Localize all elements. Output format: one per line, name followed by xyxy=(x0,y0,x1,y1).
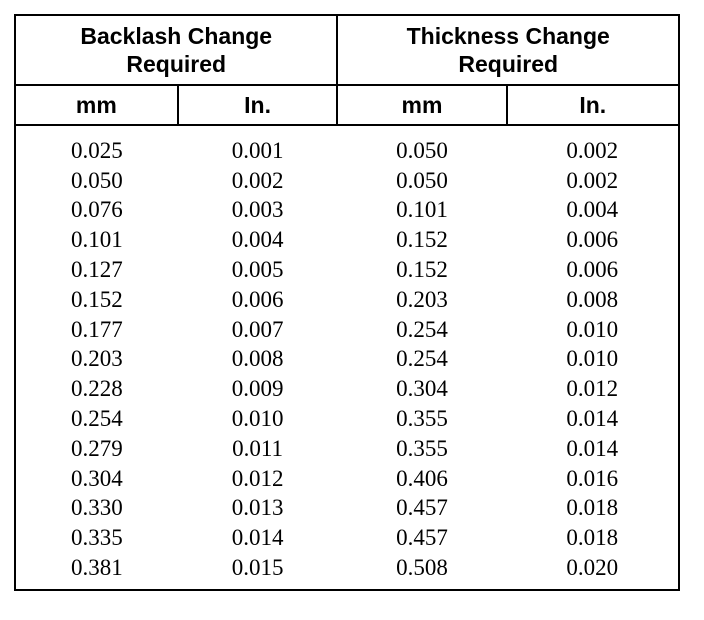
table-cell: 0.177 xyxy=(71,316,123,342)
table-cell: 0.004 xyxy=(231,227,284,253)
table-cell: 0.003 xyxy=(231,197,284,223)
table-cell: 0.254 xyxy=(71,406,123,432)
table-row: 0.279 0.011 0.355 0.014 xyxy=(15,434,679,464)
table-cell: 0.406 xyxy=(396,465,448,491)
table-cell: 0.355 xyxy=(396,406,448,432)
group-header: Thickness Change Required xyxy=(336,14,680,86)
table-row: 0.330 0.013 0.457 0.018 xyxy=(15,494,679,524)
table-cell: 0.050 xyxy=(396,137,448,163)
table-cell: 0.012 xyxy=(231,465,284,491)
table-cell: 0.381 xyxy=(71,555,123,581)
table-row: 0.381 0.015 0.508 0.020 xyxy=(15,553,679,590)
table-cell: 0.127 xyxy=(71,257,123,283)
group-header-row: Backlash Change Required Thickness Change R… xyxy=(13,14,680,86)
table-cell: 0.001 xyxy=(231,137,284,163)
table-cell: 0.010 xyxy=(566,346,619,372)
table-cell: 0.006 xyxy=(231,286,284,312)
table-cell: 0.015 xyxy=(231,555,284,581)
table-cell: 0.355 xyxy=(396,435,448,461)
table-row: 0.025 0.001 0.050 0.002 xyxy=(15,125,679,166)
table-cell: 0.050 xyxy=(396,167,448,193)
table-cell: 0.335 xyxy=(71,525,123,551)
table-cell: 0.008 xyxy=(566,286,619,312)
table-cell: 0.076 xyxy=(71,197,123,223)
column-header: In. xyxy=(505,84,681,126)
table-cell: 0.152 xyxy=(396,257,448,283)
table-cell: 0.014 xyxy=(231,525,284,551)
table-cell: 0.014 xyxy=(566,406,619,432)
table-cell: 0.006 xyxy=(566,257,619,283)
table-cell: 0.009 xyxy=(231,376,284,402)
table-row: 0.254 0.010 0.355 0.014 xyxy=(15,404,679,434)
group-header-line: Required xyxy=(126,51,227,77)
group-header-line: Required xyxy=(458,51,559,77)
column-header: In. xyxy=(176,84,339,126)
group-header: Backlash Change Required xyxy=(13,14,339,86)
table-cell: 0.002 xyxy=(231,167,284,193)
table-cell: 0.228 xyxy=(71,376,123,402)
table-cell: 0.203 xyxy=(396,286,448,312)
column-header: mm xyxy=(336,84,508,126)
table-cell: 0.279 xyxy=(71,435,123,461)
column-header: mm xyxy=(14,84,179,126)
group-header-line: Backlash Change xyxy=(80,23,273,49)
table-cell: 0.006 xyxy=(566,227,619,253)
table-cell: 0.457 xyxy=(396,525,448,551)
table-cell: 0.152 xyxy=(71,286,123,312)
table-row: 0.101 0.004 0.152 0.006 xyxy=(15,225,679,255)
table-cell: 0.457 xyxy=(396,495,448,521)
table-cell: 0.002 xyxy=(566,167,619,193)
table-row: 0.076 0.003 0.101 0.004 xyxy=(15,196,679,226)
table-cell: 0.012 xyxy=(566,376,619,402)
table-cell: 0.008 xyxy=(231,346,284,372)
table-cell: 0.101 xyxy=(396,197,448,223)
table-row: 0.152 0.006 0.203 0.008 xyxy=(15,285,679,315)
table-cell: 0.050 xyxy=(71,167,123,193)
table-cell: 0.330 xyxy=(71,495,123,521)
table-cell: 0.152 xyxy=(396,227,448,253)
table-cell: 0.002 xyxy=(566,137,619,163)
table-cell: 0.101 xyxy=(71,227,123,253)
table-cell: 0.508 xyxy=(396,555,448,581)
table-cell: 0.254 xyxy=(396,316,448,342)
table-cell: 0.007 xyxy=(231,316,284,342)
table-cell: 0.011 xyxy=(232,435,284,461)
table-cell: 0.010 xyxy=(566,316,619,342)
backlash-table: Backlash Change Required Thickness Change R… xyxy=(13,14,681,591)
table-row: 0.127 0.005 0.152 0.006 xyxy=(15,255,679,285)
table-head: Backlash Change Required Thickness Change R… xyxy=(13,14,681,126)
table-cell: 0.016 xyxy=(566,465,619,491)
table-cell: 0.005 xyxy=(231,257,284,283)
table-row: 0.050 0.002 0.050 0.002 xyxy=(15,166,679,196)
table-body: 0.025 0.001 0.050 0.002 0.050 0.002 0.050 0.002… xyxy=(15,125,679,590)
table-row: 0.335 0.014 0.457 0.018 xyxy=(15,523,679,553)
table-row: 0.228 0.009 0.304 0.012 xyxy=(15,374,679,404)
column-header-row: mm In. mm In. xyxy=(14,84,681,126)
table-row: 0.304 0.012 0.406 0.016 xyxy=(15,464,679,494)
table-cell: 0.025 xyxy=(71,137,123,163)
table-cell: 0.203 xyxy=(71,346,123,372)
table-row: 0.203 0.008 0.254 0.010 xyxy=(15,345,679,375)
table-cell: 0.254 xyxy=(396,346,448,372)
table-cell: 0.004 xyxy=(566,197,619,223)
table-cell: 0.020 xyxy=(566,555,619,581)
group-header-line: Thickness Change xyxy=(406,23,610,49)
table-cell: 0.304 xyxy=(396,376,448,402)
table-cell: 0.304 xyxy=(71,465,123,491)
table-cell: 0.014 xyxy=(566,435,619,461)
table-cell: 0.010 xyxy=(231,406,284,432)
table-row: 0.177 0.007 0.254 0.010 xyxy=(15,315,679,345)
table-cell: 0.013 xyxy=(231,495,284,521)
table-cell: 0.018 xyxy=(566,525,619,551)
table-cell: 0.018 xyxy=(566,495,619,521)
